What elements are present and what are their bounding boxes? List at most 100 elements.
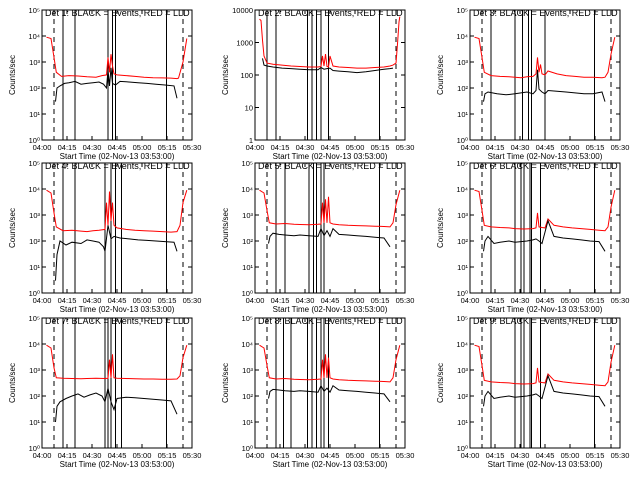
y-tick-label: 10¹ (29, 263, 40, 272)
y-tick-label: 10³ (457, 366, 468, 375)
x-tick-label: 04:15 (58, 451, 77, 460)
x-tick-label: 05:15 (371, 451, 390, 460)
y-tick-label: 10⁵ (242, 314, 253, 323)
series-lld-line (259, 16, 401, 69)
plot-frame (254, 162, 406, 294)
y-axis-label: Counts/sec (221, 363, 230, 403)
plot-frame (254, 317, 406, 449)
x-tick-label: 05:30 (183, 451, 202, 460)
y-axis-label: Counts/sec (436, 208, 445, 248)
x-tick-label: 04:45 (108, 296, 127, 305)
x-tick-label: 05:30 (611, 296, 630, 305)
y-tick-label: 10¹ (457, 418, 468, 427)
y-tick-label: 10⁰ (29, 289, 40, 298)
y-tick-label: 10⁴ (28, 32, 40, 41)
y-tick-label: 1000 (236, 39, 253, 48)
x-tick-label: 04:00 (246, 451, 265, 460)
y-tick-label: 1 (249, 136, 253, 145)
panel-det-9: Det 9: BLACK = Events, RED = LLD 10⁰ 10¹ 10… (436, 314, 629, 469)
y-tick-label: 10³ (242, 211, 253, 220)
plot-frame (41, 317, 193, 449)
x-tick-label: 05:30 (183, 143, 202, 152)
y-axis-label: Counts/sec (8, 208, 17, 248)
y-tick-label: 10⁰ (29, 136, 40, 145)
x-tick-label: 05:30 (396, 451, 415, 460)
y-tick-label: 10² (29, 84, 40, 93)
series-lld-line (46, 189, 188, 233)
x-tick-label: 05:30 (396, 143, 415, 152)
y-tick-label: 10⁴ (241, 340, 253, 349)
x-tick-label: 04:15 (486, 451, 505, 460)
x-tick-label: 05:00 (133, 296, 152, 305)
panel-det-7: Det 7: BLACK = Events, RED = LLD 10⁰ 10¹ 10… (8, 314, 201, 469)
y-tick-label: 10¹ (457, 263, 468, 272)
x-tick-label: 04:30 (511, 143, 530, 152)
x-tick-label: 05:00 (133, 143, 152, 152)
x-tick-label: 04:00 (461, 143, 480, 152)
y-tick-label: 10⁴ (28, 340, 40, 349)
y-tick-label: 10¹ (457, 110, 468, 119)
x-tick-label: 04:15 (486, 296, 505, 305)
x-tick-label: 05:30 (611, 451, 630, 460)
x-tick-label: 05:00 (133, 451, 152, 460)
y-tick-label: 10⁰ (242, 444, 253, 453)
x-tick-label: 05:00 (346, 296, 365, 305)
x-tick-label: 05:00 (346, 143, 365, 152)
y-tick-label: 10⁵ (29, 159, 40, 168)
x-axis-label: Start Time (02-Nov-13 03:53:00) (273, 152, 388, 161)
x-tick-label: 05:00 (346, 451, 365, 460)
y-tick-label: 10³ (457, 211, 468, 220)
y-tick-label: 10⁰ (457, 136, 468, 145)
panel-det-6: Det 6: BLACK = Events, RED = LLD 10⁰ 10¹ 10… (436, 159, 629, 314)
series-events-line (55, 225, 178, 281)
y-tick-label: 10⁵ (457, 6, 468, 15)
series-lld-line (46, 36, 188, 80)
series-lld-line (474, 344, 616, 387)
y-tick-label: 10² (242, 392, 253, 401)
series-lld-line (259, 189, 401, 228)
panel-title: Det 6: BLACK = Events, RED = LLD (473, 161, 618, 171)
x-axis-label: Start Time (02-Nov-13 03:53:00) (488, 305, 603, 314)
x-tick-label: 04:00 (461, 451, 480, 460)
y-tick-label: 10000 (232, 6, 253, 15)
x-tick-label: 04:45 (321, 296, 340, 305)
series-lld-line (46, 344, 188, 380)
y-tick-label: 10² (457, 237, 468, 246)
y-tick-label: 10 (245, 104, 253, 113)
y-tick-label: 10³ (29, 366, 40, 375)
x-tick-label: 04:45 (536, 143, 555, 152)
series-lld-line (259, 344, 401, 383)
y-tick-label: 10⁰ (29, 444, 40, 453)
y-tick-label: 10¹ (29, 110, 40, 119)
panel-title: Det 7: BLACK = Events, RED = LLD (45, 316, 190, 326)
y-tick-label: 10³ (242, 366, 253, 375)
y-tick-label: 10⁵ (29, 6, 40, 15)
x-axis-label: Start Time (02-Nov-13 03:53:00) (488, 152, 603, 161)
series-events-line (483, 219, 606, 252)
x-tick-label: 04:30 (511, 296, 530, 305)
y-axis-label: Counts/sec (221, 55, 230, 95)
y-tick-label: 10⁴ (456, 32, 468, 41)
y-tick-label: 10⁰ (242, 289, 253, 298)
x-tick-label: 04:00 (33, 143, 52, 152)
y-tick-label: 10⁵ (29, 314, 40, 323)
y-tick-label: 10² (29, 237, 40, 246)
x-tick-label: 04:30 (83, 451, 102, 460)
y-tick-label: 10⁴ (456, 185, 468, 194)
x-tick-label: 04:00 (33, 451, 52, 460)
x-tick-label: 04:15 (486, 143, 505, 152)
y-tick-label: 10³ (457, 58, 468, 67)
series-lld-line (474, 36, 616, 79)
series-events-line (483, 374, 606, 407)
series-events-line (55, 67, 178, 102)
y-tick-label: 10¹ (29, 418, 40, 427)
y-tick-label: 10¹ (242, 263, 253, 272)
x-tick-label: 05:30 (183, 296, 202, 305)
y-tick-label: 10² (457, 392, 468, 401)
x-tick-label: 05:00 (561, 296, 580, 305)
x-axis-label: Start Time (02-Nov-13 03:53:00) (60, 460, 175, 469)
x-tick-label: 04:00 (461, 296, 480, 305)
y-axis-label: Counts/sec (436, 363, 445, 403)
x-tick-label: 04:15 (271, 451, 290, 460)
